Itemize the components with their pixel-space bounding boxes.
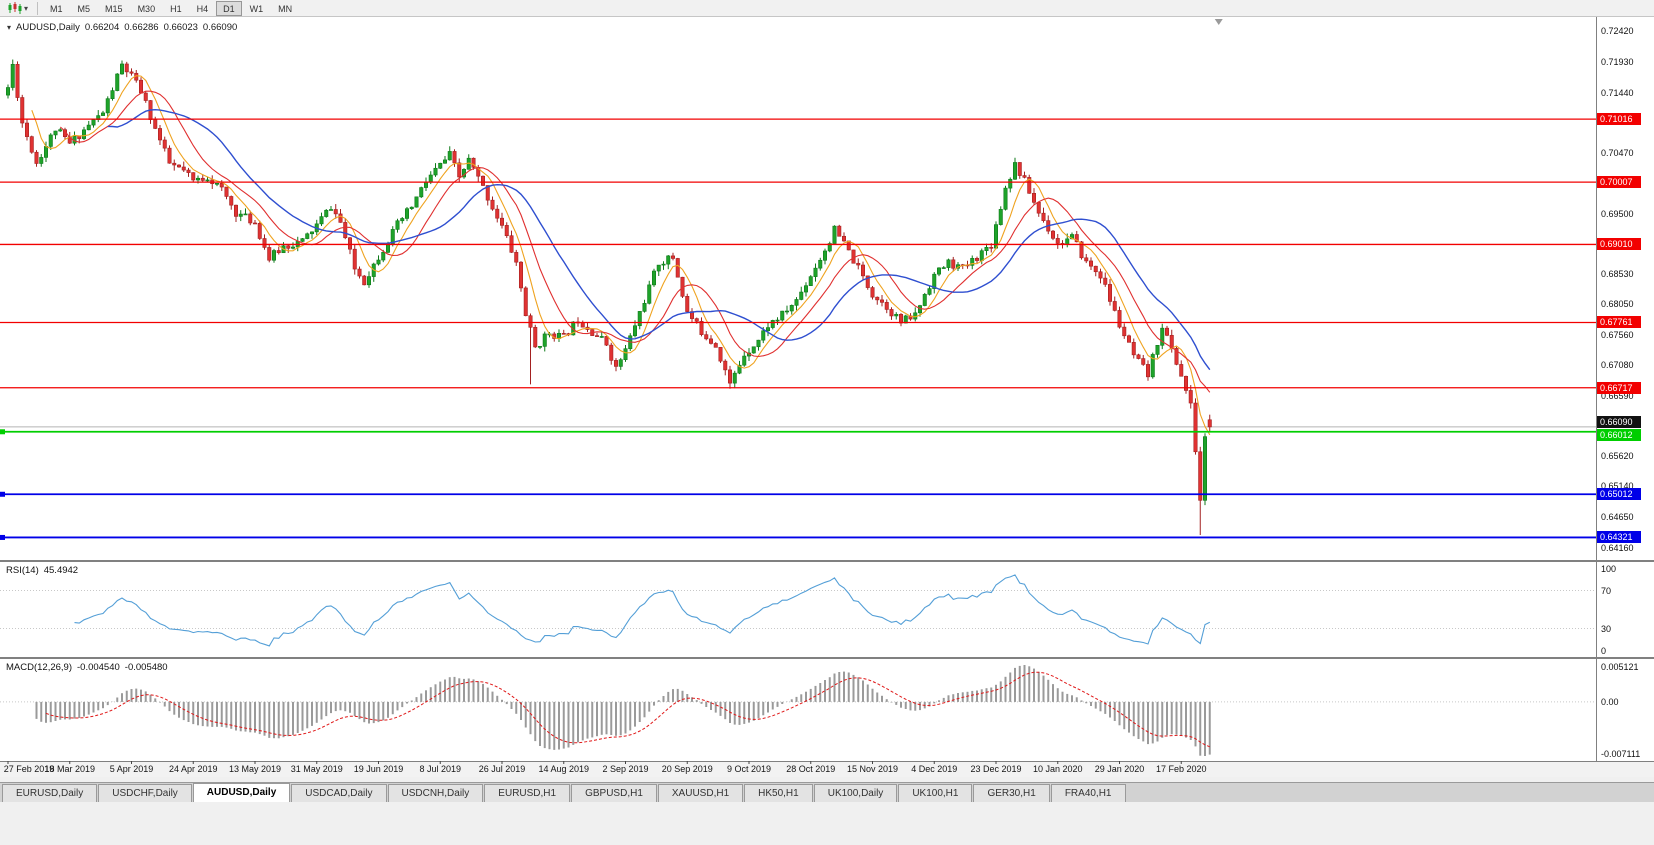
date-axis-label: 15 Nov 2019 (846, 764, 899, 774)
date-axis-label: 29 Jan 2020 (1094, 764, 1145, 774)
date-axis-label: 24 Apr 2019 (168, 764, 218, 774)
price-axis-tick: 0.65620 (1601, 451, 1634, 462)
price-axis-tick: 0.71930 (1601, 56, 1634, 67)
price-axis-tick: 0.72420 (1601, 26, 1634, 37)
macd-axis-min-label: -0.007111 (1601, 749, 1641, 759)
macd-axis-max-label: 0.005121 (1601, 662, 1639, 672)
date-axis-label: 13 May 2019 (228, 764, 282, 774)
level-price-badge[interactable]: 0.66717 (1597, 381, 1641, 394)
high-value: 0.66286 (124, 22, 159, 33)
level-price-badge[interactable]: 0.66012 (1597, 428, 1641, 441)
timeframe-button-mn[interactable]: MN (278, 3, 293, 14)
open-value: 0.66204 (84, 22, 120, 33)
chart-symbol: AUDUSD,Daily (16, 22, 80, 33)
chart-title: ▾ AUDUSD,Daily 0.66204 0.66286 0.66023 0… (7, 22, 237, 33)
date-axis-label: 17 Feb 2020 (1155, 764, 1207, 774)
level-price-badge[interactable]: 0.69010 (1597, 238, 1641, 251)
level-price-badge[interactable]: 0.65012 (1597, 488, 1641, 501)
date-axis-label: 23 Dec 2019 (970, 764, 1022, 774)
date-axis-label: 19 Jun 2019 (353, 764, 404, 774)
timeframe-button-m15[interactable]: M15 (105, 3, 123, 14)
price-axis-tick: 0.64160 (1601, 542, 1634, 553)
macd-indicator-label: MACD(12,26,9) -0.004540 -0.005480 (6, 662, 168, 673)
macd-axis-zero-label: 0.00 (1601, 696, 1619, 707)
level-price-badge[interactable]: 0.70007 (1597, 176, 1641, 189)
price-axis-tick: 0.68530 (1601, 269, 1634, 280)
macd-name: MACD(12,26,9) (6, 662, 72, 673)
date-axis-label: 10 Jan 2020 (1032, 764, 1083, 774)
chart-type-icon[interactable]: ▾ (3, 1, 32, 16)
chart-tab-ger30-h1[interactable]: GER30,H1 (973, 784, 1050, 802)
candlestick-chart-icon (8, 2, 22, 14)
chart-tab-eurusd-daily[interactable]: EURUSD,Daily (2, 784, 98, 802)
price-axis-tick: 0.68050 (1601, 299, 1634, 310)
price-axis-tick: 0.65140 (1601, 481, 1634, 492)
price-axis-tick: 0.67080 (1601, 360, 1634, 371)
timeframe-toolbar: ▾ M1 M5 M15 M30 H1 H4 D1 W1 MN (0, 0, 1654, 17)
level-price-badge[interactable]: 0.67761 (1597, 316, 1641, 329)
window-background (0, 802, 1654, 845)
chart-tab-usdcnh-daily[interactable]: USDCNH,Daily (387, 784, 484, 802)
timeframe-button-m1[interactable]: M1 (50, 3, 63, 14)
price-axis-tick: 0.66590 (1601, 390, 1634, 401)
chart-tab-eurusd-h1[interactable]: EURUSD,H1 (484, 784, 571, 802)
chart-tabs: EURUSD,Daily USDCHF,Daily AUDUSD,Daily USDC… (0, 782, 1654, 802)
chart-tab-hk50-h1[interactable]: HK50,H1 (744, 784, 813, 802)
timeframe-buttons: M1 M5 M15 M30 H1 H4 D1 W1 MN (43, 0, 300, 16)
timeframe-button-h1[interactable]: H1 (170, 3, 182, 14)
level-price-badge[interactable]: 0.64321 (1597, 531, 1641, 544)
timeframe-button-d1[interactable]: D1 (216, 0, 242, 16)
chart-tab-usdchf-daily[interactable]: USDCHF,Daily (98, 784, 192, 802)
date-axis-label: 9 Oct 2019 (726, 764, 772, 774)
date-axis-label: 2 Sep 2019 (602, 764, 649, 774)
timeframe-button-h4[interactable]: H4 (196, 3, 209, 14)
rsi-value: 45.4942 (43, 565, 79, 576)
chart-tab-xauusd-h1[interactable]: XAUUSD,H1 (657, 784, 744, 802)
date-axis-label: 20 Sep 2019 (661, 764, 713, 774)
price-axis-tick: 0.64650 (1601, 511, 1634, 522)
toolbar-separator (37, 1, 39, 15)
low-value: 0.66023 (163, 22, 198, 33)
date-axis-label: 5 Apr 2019 (109, 764, 154, 774)
macd-signal-value: -0.005480 (124, 662, 168, 673)
timeframe-button-m5[interactable]: M5 (77, 3, 91, 14)
price-axis-tick: 0.67560 (1601, 330, 1634, 341)
date-axis-label: 26 Jul 2019 (478, 764, 526, 774)
price-axis-tick: 0.69500 (1601, 208, 1634, 219)
chart-type-caret-icon: ▾ (24, 3, 29, 13)
timeframe-button-w1[interactable]: W1 (249, 3, 264, 14)
date-axis-label: 27 Feb 2019 (3, 764, 55, 774)
chart-tab-uk100-daily[interactable]: UK100,Daily (813, 784, 898, 802)
date-axis-label: 31 May 2019 (290, 764, 343, 774)
date-axis-label: 18 Mar 2019 (44, 764, 96, 774)
current-price-badge: 0.66090 (1597, 415, 1641, 428)
chart-tab-audusd-daily[interactable]: AUDUSD,Daily (192, 783, 291, 802)
price-axis-tick: 0.71440 (1601, 87, 1634, 98)
chart-tab-fra40-h1[interactable]: FRA40,H1 (1050, 784, 1126, 802)
close-value: 0.66090 (202, 22, 238, 33)
chart-tab-usdcad-daily[interactable]: USDCAD,Daily (291, 784, 387, 802)
timeframe-button-m30[interactable]: M30 (137, 3, 156, 14)
date-axis-label: 28 Oct 2019 (786, 764, 836, 774)
macd-main-value: -0.004540 (77, 662, 120, 673)
symbol-dropdown-icon[interactable]: ▾ (7, 23, 12, 32)
date-axis-label: 8 Jul 2019 (419, 764, 462, 774)
price-axis-tick: 0.70470 (1601, 148, 1634, 159)
rsi-axis-label: 0 (1601, 646, 1607, 656)
level-price-badge[interactable]: 0.71016 (1597, 113, 1641, 126)
rsi-name: RSI(14) (6, 565, 39, 576)
chart-tab-uk100-h1[interactable]: UK100,H1 (898, 784, 973, 802)
rsi-axis-label: 100 (1601, 564, 1617, 574)
chart-tab-gbpusd-h1[interactable]: GBPUSD,H1 (571, 784, 657, 802)
rsi-indicator-label: RSI(14) 45.4942 (6, 565, 78, 576)
rsi-axis-label: 30 (1601, 623, 1612, 634)
date-axis-label: 14 Aug 2019 (538, 764, 590, 774)
date-axis-label: 4 Dec 2019 (911, 764, 958, 774)
rsi-axis-label: 70 (1601, 585, 1612, 596)
